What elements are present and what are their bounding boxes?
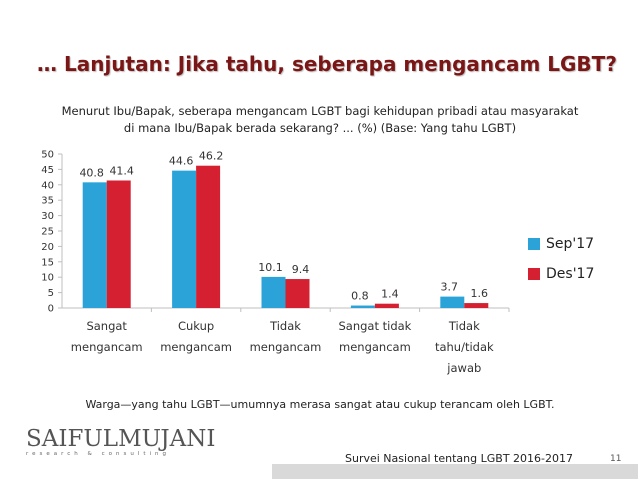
x-category-label: Tidak	[448, 319, 480, 333]
data-label: 1.6	[471, 287, 489, 300]
y-tick-label: 5	[48, 288, 54, 299]
legend-label-des17: Des'17	[546, 266, 595, 282]
bar-des17	[196, 165, 221, 308]
x-category-label: tahu/tidak	[435, 340, 494, 354]
data-label: 10.1	[258, 261, 283, 274]
data-label: 9.4	[292, 263, 310, 276]
chart-legend: Sep'17 Des'17	[528, 233, 594, 293]
chart-question-line-2: di mana Ibu/Bapak berada sekarang? ... (…	[123, 121, 517, 135]
logo-tagline: research & consulting	[26, 451, 170, 457]
x-category-label: mengancam	[339, 340, 411, 354]
bar-sep17	[172, 170, 197, 308]
chart-question-line-1: Menurut Ibu/Bapak, seberapa mengancam LG…	[61, 104, 579, 118]
data-label: 41.4	[109, 164, 134, 177]
y-tick-label: 25	[41, 227, 54, 238]
bar-sep17	[82, 182, 107, 308]
y-tick-label: 15	[41, 257, 54, 268]
chart-caption: Warga—yang tahu LGBT—umumnya merasa sang…	[85, 398, 555, 411]
y-tick-label: 45	[41, 165, 54, 176]
data-label: 44.6	[169, 155, 194, 168]
x-category-label: Tidak	[269, 319, 301, 333]
y-tick-label: 50	[41, 150, 54, 161]
chart-question: Menurut Ibu/Bapak, seberapa mengancam LG…	[40, 103, 600, 137]
y-tick-label: 0	[48, 304, 54, 315]
footer-survey-title: Survei Nasional tentang LGBT 2016-2017	[345, 452, 573, 465]
bar-des17	[374, 303, 399, 308]
legend-swatch-sep17	[528, 238, 540, 250]
bar-sep17	[440, 296, 465, 308]
company-logo: SAIFULMUJANI research & consulting	[26, 427, 215, 457]
y-tick-label: 30	[41, 211, 54, 222]
y-tick-label: 10	[41, 273, 54, 284]
bar-des17	[464, 303, 489, 308]
data-label: 40.8	[79, 166, 104, 179]
bar-sep17	[350, 305, 375, 308]
page-number: 11	[610, 454, 622, 464]
footer-bar	[272, 464, 638, 479]
data-label: 1.4	[381, 288, 399, 301]
bar-des17	[106, 180, 131, 308]
y-tick-label: 20	[41, 242, 54, 253]
x-category-label: Sangat	[86, 319, 127, 333]
logo-name: SAIFULMUJANI	[26, 426, 216, 452]
bar-des17	[285, 279, 310, 308]
legend-item-sep17: Sep'17	[528, 233, 594, 255]
bar-sep17	[261, 276, 286, 308]
slide-title: … Lanjutan: Jika tahu, seberapa menganca…	[37, 52, 617, 76]
x-category-label: mengancam	[71, 340, 143, 354]
x-category-label: Cukup	[178, 319, 214, 333]
data-label: 46.2	[199, 150, 224, 163]
legend-item-des17: Des'17	[528, 263, 594, 285]
y-tick-label: 40	[41, 180, 54, 191]
x-category-label: jawab	[446, 361, 481, 375]
x-category-label: mengancam	[160, 340, 232, 354]
data-label: 0.8	[351, 290, 369, 303]
legend-label-sep17: Sep'17	[546, 236, 595, 252]
x-category-label: mengancam	[250, 340, 322, 354]
y-tick-label: 35	[41, 196, 54, 207]
data-label: 3.7	[441, 281, 459, 294]
legend-swatch-des17	[528, 268, 540, 280]
x-category-label: Sangat tidak	[338, 319, 411, 333]
